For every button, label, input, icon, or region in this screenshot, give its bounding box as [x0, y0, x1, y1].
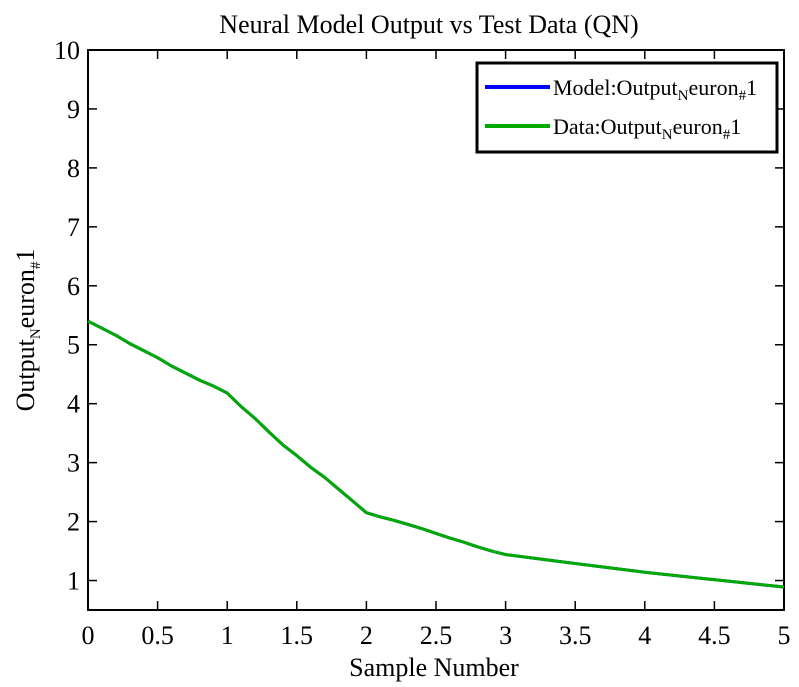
y-tick-label: 8: [67, 154, 80, 183]
y-tick-label: 9: [67, 95, 80, 124]
x-tick-label: 1.5: [281, 621, 314, 650]
y-axis-label: OutputNeuron#1: [11, 249, 44, 412]
y-tick-label: 3: [67, 449, 80, 478]
y-tick-label: 10: [54, 36, 80, 65]
x-tick-label: 3: [499, 621, 512, 650]
x-tick-label: 2: [360, 621, 373, 650]
x-tick-label: 2.5: [420, 621, 453, 650]
y-tick-label: 4: [67, 390, 80, 419]
series-line-data: [87, 319, 785, 589]
legend-label-data: Data:OutputNeuron#1: [553, 114, 741, 143]
series-lines: [87, 319, 785, 589]
y-tick-label: 2: [67, 508, 80, 537]
chart-title: Neural Model Output vs Test Data (QN): [219, 10, 638, 39]
legend-box: [475, 61, 779, 154]
legend-label-model: Model:OutputNeuron#1: [553, 75, 757, 104]
y-tick-label: 7: [67, 213, 80, 242]
x-tick-labels: 0 0.5 1 1.5 2 2.5 3 3.5 4 4.5 5: [82, 621, 791, 650]
x-tick-label: 4.5: [698, 621, 731, 650]
x-tick-label: 3.5: [559, 621, 592, 650]
y-tick-labels: 1 2 3 4 5 6 7 8 9 10: [54, 36, 80, 596]
y-tick-label: 6: [67, 272, 80, 301]
axis-ticks: [87, 49, 785, 610]
y-tick-label: 1: [67, 567, 80, 596]
x-tick-label: 4: [638, 621, 651, 650]
legend: Model:OutputNeuron#1 Data:OutputNeuron#1: [475, 61, 779, 154]
x-tick-label: 0: [82, 621, 95, 650]
x-tick-label: 5: [778, 621, 791, 650]
y-tick-label: 5: [67, 331, 80, 360]
x-axis-label: Sample Number: [349, 653, 519, 682]
x-tick-label: 0.5: [141, 621, 174, 650]
x-tick-label: 1: [221, 621, 234, 650]
